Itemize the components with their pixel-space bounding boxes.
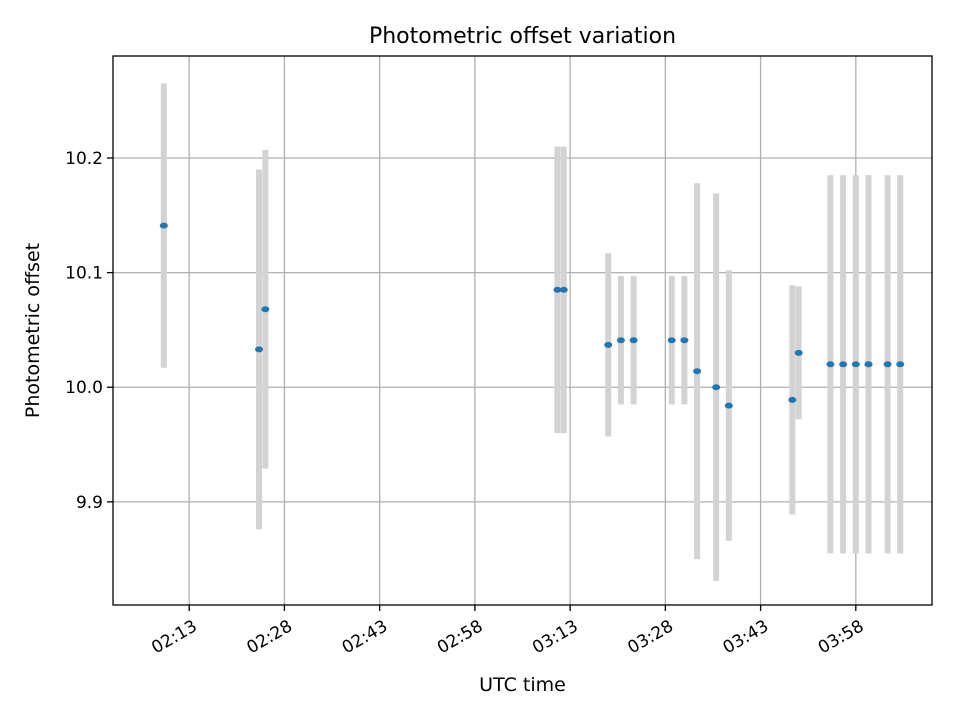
data-point xyxy=(553,286,562,293)
chart-title: Photometric offset variation xyxy=(369,24,676,49)
data-point xyxy=(826,361,835,368)
data-point xyxy=(616,337,625,344)
y-tick-label: 10.0 xyxy=(65,378,103,398)
data-point xyxy=(159,222,168,229)
y-tick-label: 10.2 xyxy=(65,149,103,169)
plot-area xyxy=(113,56,932,605)
data-point xyxy=(255,346,264,353)
data-point xyxy=(883,361,892,368)
y-tick-label: 9.9 xyxy=(76,493,103,513)
data-point xyxy=(712,384,721,391)
data-point xyxy=(261,306,270,313)
x-axis-label: UTC time xyxy=(479,674,566,696)
data-point xyxy=(851,361,860,368)
data-point xyxy=(864,361,873,368)
data-point xyxy=(680,337,689,344)
data-point xyxy=(629,337,638,344)
data-point xyxy=(788,396,797,403)
data-point xyxy=(794,349,803,356)
grid xyxy=(113,56,932,605)
data-point xyxy=(559,286,568,293)
data-point xyxy=(604,341,613,348)
data-points xyxy=(159,222,905,409)
y-axis-label: Photometric offset xyxy=(22,243,44,418)
y-tick-label: 10.1 xyxy=(65,264,103,284)
plot-frame xyxy=(112,55,933,606)
data-point xyxy=(724,402,733,409)
data-point xyxy=(839,361,848,368)
data-point xyxy=(896,361,905,368)
data-point xyxy=(667,337,676,344)
data-point xyxy=(693,368,702,375)
